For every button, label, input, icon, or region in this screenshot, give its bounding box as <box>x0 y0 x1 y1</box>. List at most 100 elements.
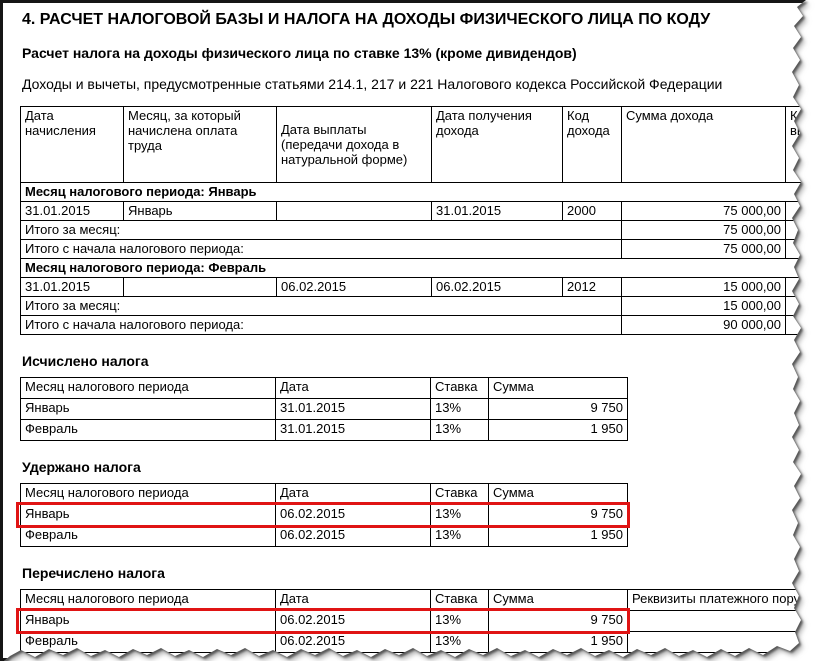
month-total-row: Итого за месяц: 75 000,00 <box>20 220 806 240</box>
column-header: Сумма дохода <box>621 106 786 183</box>
column-header: Реквизиты платежного поручения <box>627 589 806 611</box>
month-total-value: 75 000,00 <box>621 220 786 240</box>
column-header: Дата выплаты (передачи дохода в натураль… <box>276 106 432 183</box>
column-header: Ставка <box>430 483 489 505</box>
cell-sum: 1 950 <box>488 525 628 547</box>
ytd-total-value: 90 000,00 <box>621 315 786 335</box>
column-header: Месяц налогового периода <box>20 589 276 611</box>
cell-empty <box>785 315 806 335</box>
table-row: Февраль 06.02.2015 13% 1 950 <box>20 631 806 653</box>
column-header: Месяц, за который начислена оплата труда <box>123 106 277 183</box>
month-section-row: Месяц налогового периода: Январь <box>20 182 806 202</box>
ytd-total-value: 75 000,00 <box>621 239 786 259</box>
cell-date: 06.02.2015 <box>275 504 431 526</box>
column-header: Месяц налогового периода <box>20 483 276 505</box>
cell-date: 31.01.2015 <box>275 398 431 420</box>
month-total-row: Итого за месяц: 15 000,00 <box>20 296 806 316</box>
cell-amount: 15 000,00 <box>621 277 786 297</box>
cell-payment-details <box>627 631 806 653</box>
cell-payout-date: 06.02.2015 <box>276 277 432 297</box>
cell-month: Январь <box>123 201 277 221</box>
cell-sum: 9 750 <box>488 610 628 632</box>
cell-accrual-date: 31.01.2015 <box>20 201 124 221</box>
income-deductions-table: Дата начисления Месяц, за который начисл… <box>20 106 806 335</box>
cell-rate: 13% <box>430 631 489 653</box>
cell-month: Февраль <box>20 419 276 441</box>
table-row-highlighted: Январь 06.02.2015 13% 9 750 <box>20 504 628 526</box>
cell-deduction-code <box>785 277 806 297</box>
cell-payment-details <box>627 610 806 632</box>
cell-rate: 13% <box>430 398 489 420</box>
ytd-total-row: Итого с начала налогового периода: 90 00… <box>20 315 806 335</box>
table-row-highlighted: Январь 06.02.2015 13% 9 750 <box>20 610 806 632</box>
month-section-label: Месяц налогового периода: Февраль <box>20 258 806 278</box>
column-header: Ставка <box>430 377 489 399</box>
page-title: 4. РАСЧЕТ НАЛОГОВОЙ БАЗЫ И НАЛОГА НА ДОХ… <box>22 11 711 28</box>
table-row: Январь 31.01.2015 13% 9 750 <box>20 398 628 420</box>
column-header: Сумма <box>488 377 628 399</box>
computed-tax-table: Месяц налогового периода Дата Ставка Сум… <box>20 377 628 441</box>
ytd-total-label: Итого с начала налогового периода: <box>20 315 622 335</box>
column-header: Код дохода <box>562 106 622 183</box>
column-header: Месяц налогового периода <box>20 377 276 399</box>
cell-sum: 1 950 <box>488 419 628 441</box>
transferred-tax-table: Месяц налогового периода Дата Ставка Сум… <box>20 589 806 653</box>
column-header: Дата <box>275 483 431 505</box>
table-row: Февраль 06.02.2015 13% 1 950 <box>20 525 628 547</box>
cell-month <box>123 277 277 297</box>
cell-month: Февраль <box>20 525 276 547</box>
cell-amount: 75 000,00 <box>621 201 786 221</box>
withheld-tax-table: Месяц налогового периода Дата Ставка Сум… <box>20 483 628 547</box>
cell-month: Январь <box>20 398 276 420</box>
cell-month: Январь <box>20 504 276 526</box>
cell-month: Январь <box>20 610 276 632</box>
cell-rate: 13% <box>430 419 489 441</box>
rate-subtitle: Расчет налога на доходы физического лица… <box>22 45 577 61</box>
cell-sum: 1 950 <box>488 631 628 653</box>
cell-empty <box>785 296 806 316</box>
cell-receive-date: 31.01.2015 <box>431 201 563 221</box>
month-section-label: Месяц налогового периода: Январь <box>20 182 806 202</box>
cell-sum: 9 750 <box>488 504 628 526</box>
income-table-header-row: Дата начисления Месяц, за который начисл… <box>20 106 806 183</box>
cell-deduction-code <box>785 201 806 221</box>
month-total-label: Итого за месяц: <box>20 296 622 316</box>
cell-empty <box>785 220 806 240</box>
ytd-total-row: Итого с начала налогового периода: 75 00… <box>20 239 806 259</box>
cell-date: 06.02.2015 <box>275 610 431 632</box>
section-heading-transferred: Перечислено налога <box>22 565 165 581</box>
column-header: Код вычета <box>785 106 806 183</box>
table-header-row: Месяц налогового периода Дата Ставка Сум… <box>20 377 628 399</box>
cell-month: Февраль <box>20 631 276 653</box>
cell-payout-date <box>276 201 432 221</box>
column-header: Дата <box>275 589 431 611</box>
cell-accrual-date: 31.01.2015 <box>20 277 124 297</box>
month-section-row: Месяц налогового периода: Февраль <box>20 258 806 278</box>
table-row: Февраль 31.01.2015 13% 1 950 <box>20 419 628 441</box>
table-row: 31.01.2015 06.02.2015 06.02.2015 2012 15… <box>20 277 806 297</box>
column-header: Дата получения дохода <box>431 106 563 183</box>
articles-note: Доходы и вычеты, предусмотренные статьям… <box>22 76 723 92</box>
cell-rate: 13% <box>430 504 489 526</box>
section-heading-computed: Исчислено налога <box>22 353 149 369</box>
cell-income-code: 2012 <box>562 277 622 297</box>
column-header: Ставка <box>430 589 489 611</box>
cell-rate: 13% <box>430 525 489 547</box>
month-total-label: Итого за месяц: <box>20 220 622 240</box>
cell-sum: 9 750 <box>488 398 628 420</box>
ytd-total-label: Итого с начала налогового периода: <box>20 239 622 259</box>
table-row: 31.01.2015 Январь 31.01.2015 2000 75 000… <box>20 201 806 221</box>
cell-date: 06.02.2015 <box>275 631 431 653</box>
cell-date: 06.02.2015 <box>275 525 431 547</box>
cell-rate: 13% <box>430 610 489 632</box>
column-header: Сумма <box>488 483 628 505</box>
cell-date: 31.01.2015 <box>275 419 431 441</box>
column-header: Сумма <box>488 589 628 611</box>
column-header: Дата начисления <box>20 106 124 183</box>
table-header-row: Месяц налогового периода Дата Ставка Сум… <box>20 483 628 505</box>
cell-empty <box>785 239 806 259</box>
section-heading-withheld: Удержано налога <box>22 459 141 475</box>
column-header: Дата <box>275 377 431 399</box>
